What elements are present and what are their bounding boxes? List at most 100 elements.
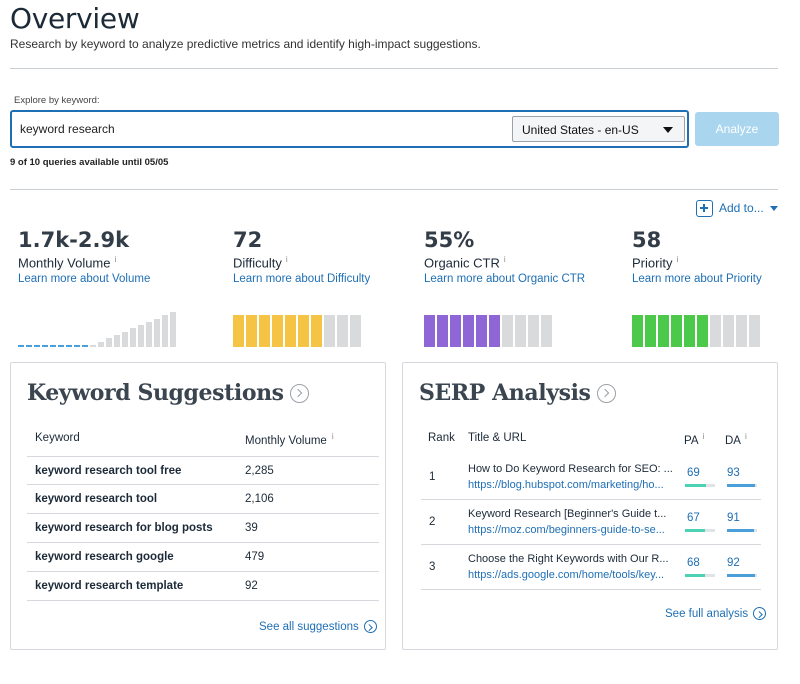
info-icon[interactable]: i bbox=[744, 432, 747, 441]
keyword-cell: keyword research google bbox=[35, 551, 174, 563]
pa-bar-fill bbox=[685, 529, 706, 532]
ctr-label: Organic CTR bbox=[424, 255, 500, 271]
volume-bar bbox=[34, 345, 40, 347]
volume-bar bbox=[130, 328, 136, 347]
gauge-segment bbox=[736, 315, 747, 347]
volume-bar-chart bbox=[18, 307, 178, 347]
keyword-cell: keyword research for blog posts bbox=[35, 522, 213, 534]
da-bar-fill bbox=[727, 529, 755, 532]
chevron-right-icon[interactable] bbox=[596, 383, 616, 403]
gauge-segment bbox=[723, 315, 734, 347]
priority-learn-more-link[interactable]: Learn more about Priority bbox=[632, 273, 762, 286]
info-icon[interactable]: i bbox=[114, 255, 117, 264]
info-icon[interactable]: i bbox=[285, 255, 288, 264]
volume-cell: 92 bbox=[245, 580, 258, 592]
caret-down-icon bbox=[663, 127, 673, 133]
da-bar-fill bbox=[727, 574, 755, 577]
keyword-input[interactable] bbox=[20, 120, 500, 138]
info-icon[interactable]: i bbox=[676, 255, 679, 264]
see-full-analysis-link[interactable]: See full analysis bbox=[665, 607, 767, 620]
pa-bar bbox=[685, 484, 715, 487]
volume-bar bbox=[122, 332, 128, 347]
add-to-button[interactable]: Add to... bbox=[696, 198, 778, 218]
table-row[interactable]: keyword research tool 2,106 bbox=[27, 485, 379, 514]
serp-url-link[interactable]: https://ads.google.com/home/tools/key... bbox=[468, 569, 665, 581]
volume-cell: 2,285 bbox=[245, 465, 274, 477]
gauge-segment bbox=[541, 315, 552, 347]
column-header-keyword: Keyword bbox=[35, 432, 80, 444]
pa-bar-fill bbox=[685, 484, 706, 487]
gauge-segment bbox=[233, 315, 244, 347]
difficulty-learn-more-link[interactable]: Learn more about Difficulty bbox=[233, 273, 371, 286]
rank-cell: 1 bbox=[429, 471, 436, 483]
keyword-suggestions-title: Keyword Suggestions bbox=[27, 380, 284, 406]
info-icon[interactable]: i bbox=[331, 432, 334, 441]
ctr-gauge bbox=[424, 307, 554, 347]
gauge-segment bbox=[489, 315, 500, 347]
page-subtitle: Research by keyword to analyze predictiv… bbox=[10, 37, 481, 51]
pa-bar bbox=[685, 574, 715, 577]
gauge-segment bbox=[502, 315, 513, 347]
da-score: 91 bbox=[727, 512, 740, 524]
gauge-segment bbox=[298, 315, 309, 347]
volume-bar bbox=[26, 345, 32, 347]
gauge-segment bbox=[324, 315, 335, 347]
serp-row: 1 How to Do Keyword Research for SEO: ..… bbox=[421, 455, 761, 500]
divider bbox=[10, 189, 778, 190]
gauge-segment bbox=[671, 315, 682, 347]
volume-bar bbox=[146, 322, 152, 347]
volume-bar bbox=[74, 345, 80, 347]
locale-value: United States - en-US bbox=[522, 123, 639, 137]
volume-cell: 39 bbox=[245, 522, 258, 534]
da-score: 93 bbox=[727, 467, 740, 479]
priority-gauge bbox=[632, 307, 762, 347]
add-to-label: Add to... bbox=[719, 201, 764, 215]
gauge-segment bbox=[272, 315, 283, 347]
keyword-suggestions-card: Keyword Suggestions Keyword Monthly Volu… bbox=[10, 362, 386, 650]
da-score: 92 bbox=[727, 557, 740, 569]
gauge-segment bbox=[697, 315, 708, 347]
ctr-learn-more-link[interactable]: Learn more about Organic CTR bbox=[424, 273, 586, 286]
table-row[interactable]: keyword research tool free 2,285 bbox=[27, 456, 379, 485]
ctr-value: 55% bbox=[424, 228, 475, 252]
locale-select[interactable]: United States - en-US bbox=[512, 116, 685, 142]
info-icon[interactable]: i bbox=[702, 432, 705, 441]
volume-bar bbox=[106, 338, 112, 347]
chevron-right-icon bbox=[753, 607, 767, 620]
volume-bar bbox=[58, 345, 64, 347]
gauge-segment bbox=[515, 315, 526, 347]
priority-value: 58 bbox=[632, 228, 662, 252]
gauge-segment bbox=[424, 315, 435, 347]
pa-bar-fill bbox=[685, 574, 706, 577]
see-all-suggestions-label: See all suggestions bbox=[259, 620, 359, 633]
serp-title: How to Do Keyword Research for SEO: ... bbox=[468, 463, 673, 475]
volume-bar bbox=[162, 315, 168, 347]
table-row[interactable]: keyword research for blog posts 39 bbox=[27, 514, 379, 543]
analyze-button[interactable]: Analyze bbox=[695, 112, 779, 146]
volume-bar bbox=[154, 319, 160, 347]
caret-down-icon bbox=[769, 205, 778, 211]
serp-url-link[interactable]: https://moz.com/beginners-guide-to-se... bbox=[468, 524, 665, 536]
table-row[interactable]: keyword research template 92 bbox=[27, 572, 379, 601]
serp-row: 3 Choose the Right Keywords with Our R..… bbox=[421, 545, 761, 590]
gauge-segment bbox=[450, 315, 461, 347]
gauge-segment bbox=[710, 315, 721, 347]
info-icon[interactable]: i bbox=[503, 255, 506, 264]
chevron-right-icon[interactable] bbox=[289, 383, 309, 403]
pa-score: 68 bbox=[687, 557, 700, 569]
gauge-segment bbox=[311, 315, 322, 347]
column-header-da-label: DA bbox=[725, 434, 741, 447]
column-header-title-url: Title & URL bbox=[468, 432, 527, 444]
see-all-suggestions-link[interactable]: See all suggestions bbox=[259, 620, 377, 633]
gauge-segment bbox=[463, 315, 474, 347]
da-bar-fill bbox=[727, 484, 755, 487]
gauge-segment bbox=[528, 315, 539, 347]
rank-cell: 3 bbox=[429, 561, 436, 573]
chevron-right-icon bbox=[363, 620, 377, 633]
gauge-segment bbox=[246, 315, 257, 347]
rank-cell: 2 bbox=[429, 516, 436, 528]
volume-learn-more-link[interactable]: Learn more about Volume bbox=[18, 273, 151, 286]
da-bar bbox=[727, 574, 757, 577]
serp-url-link[interactable]: https://blog.hubspot.com/marketing/ho... bbox=[468, 479, 664, 491]
table-row[interactable]: keyword research google 479 bbox=[27, 543, 379, 572]
